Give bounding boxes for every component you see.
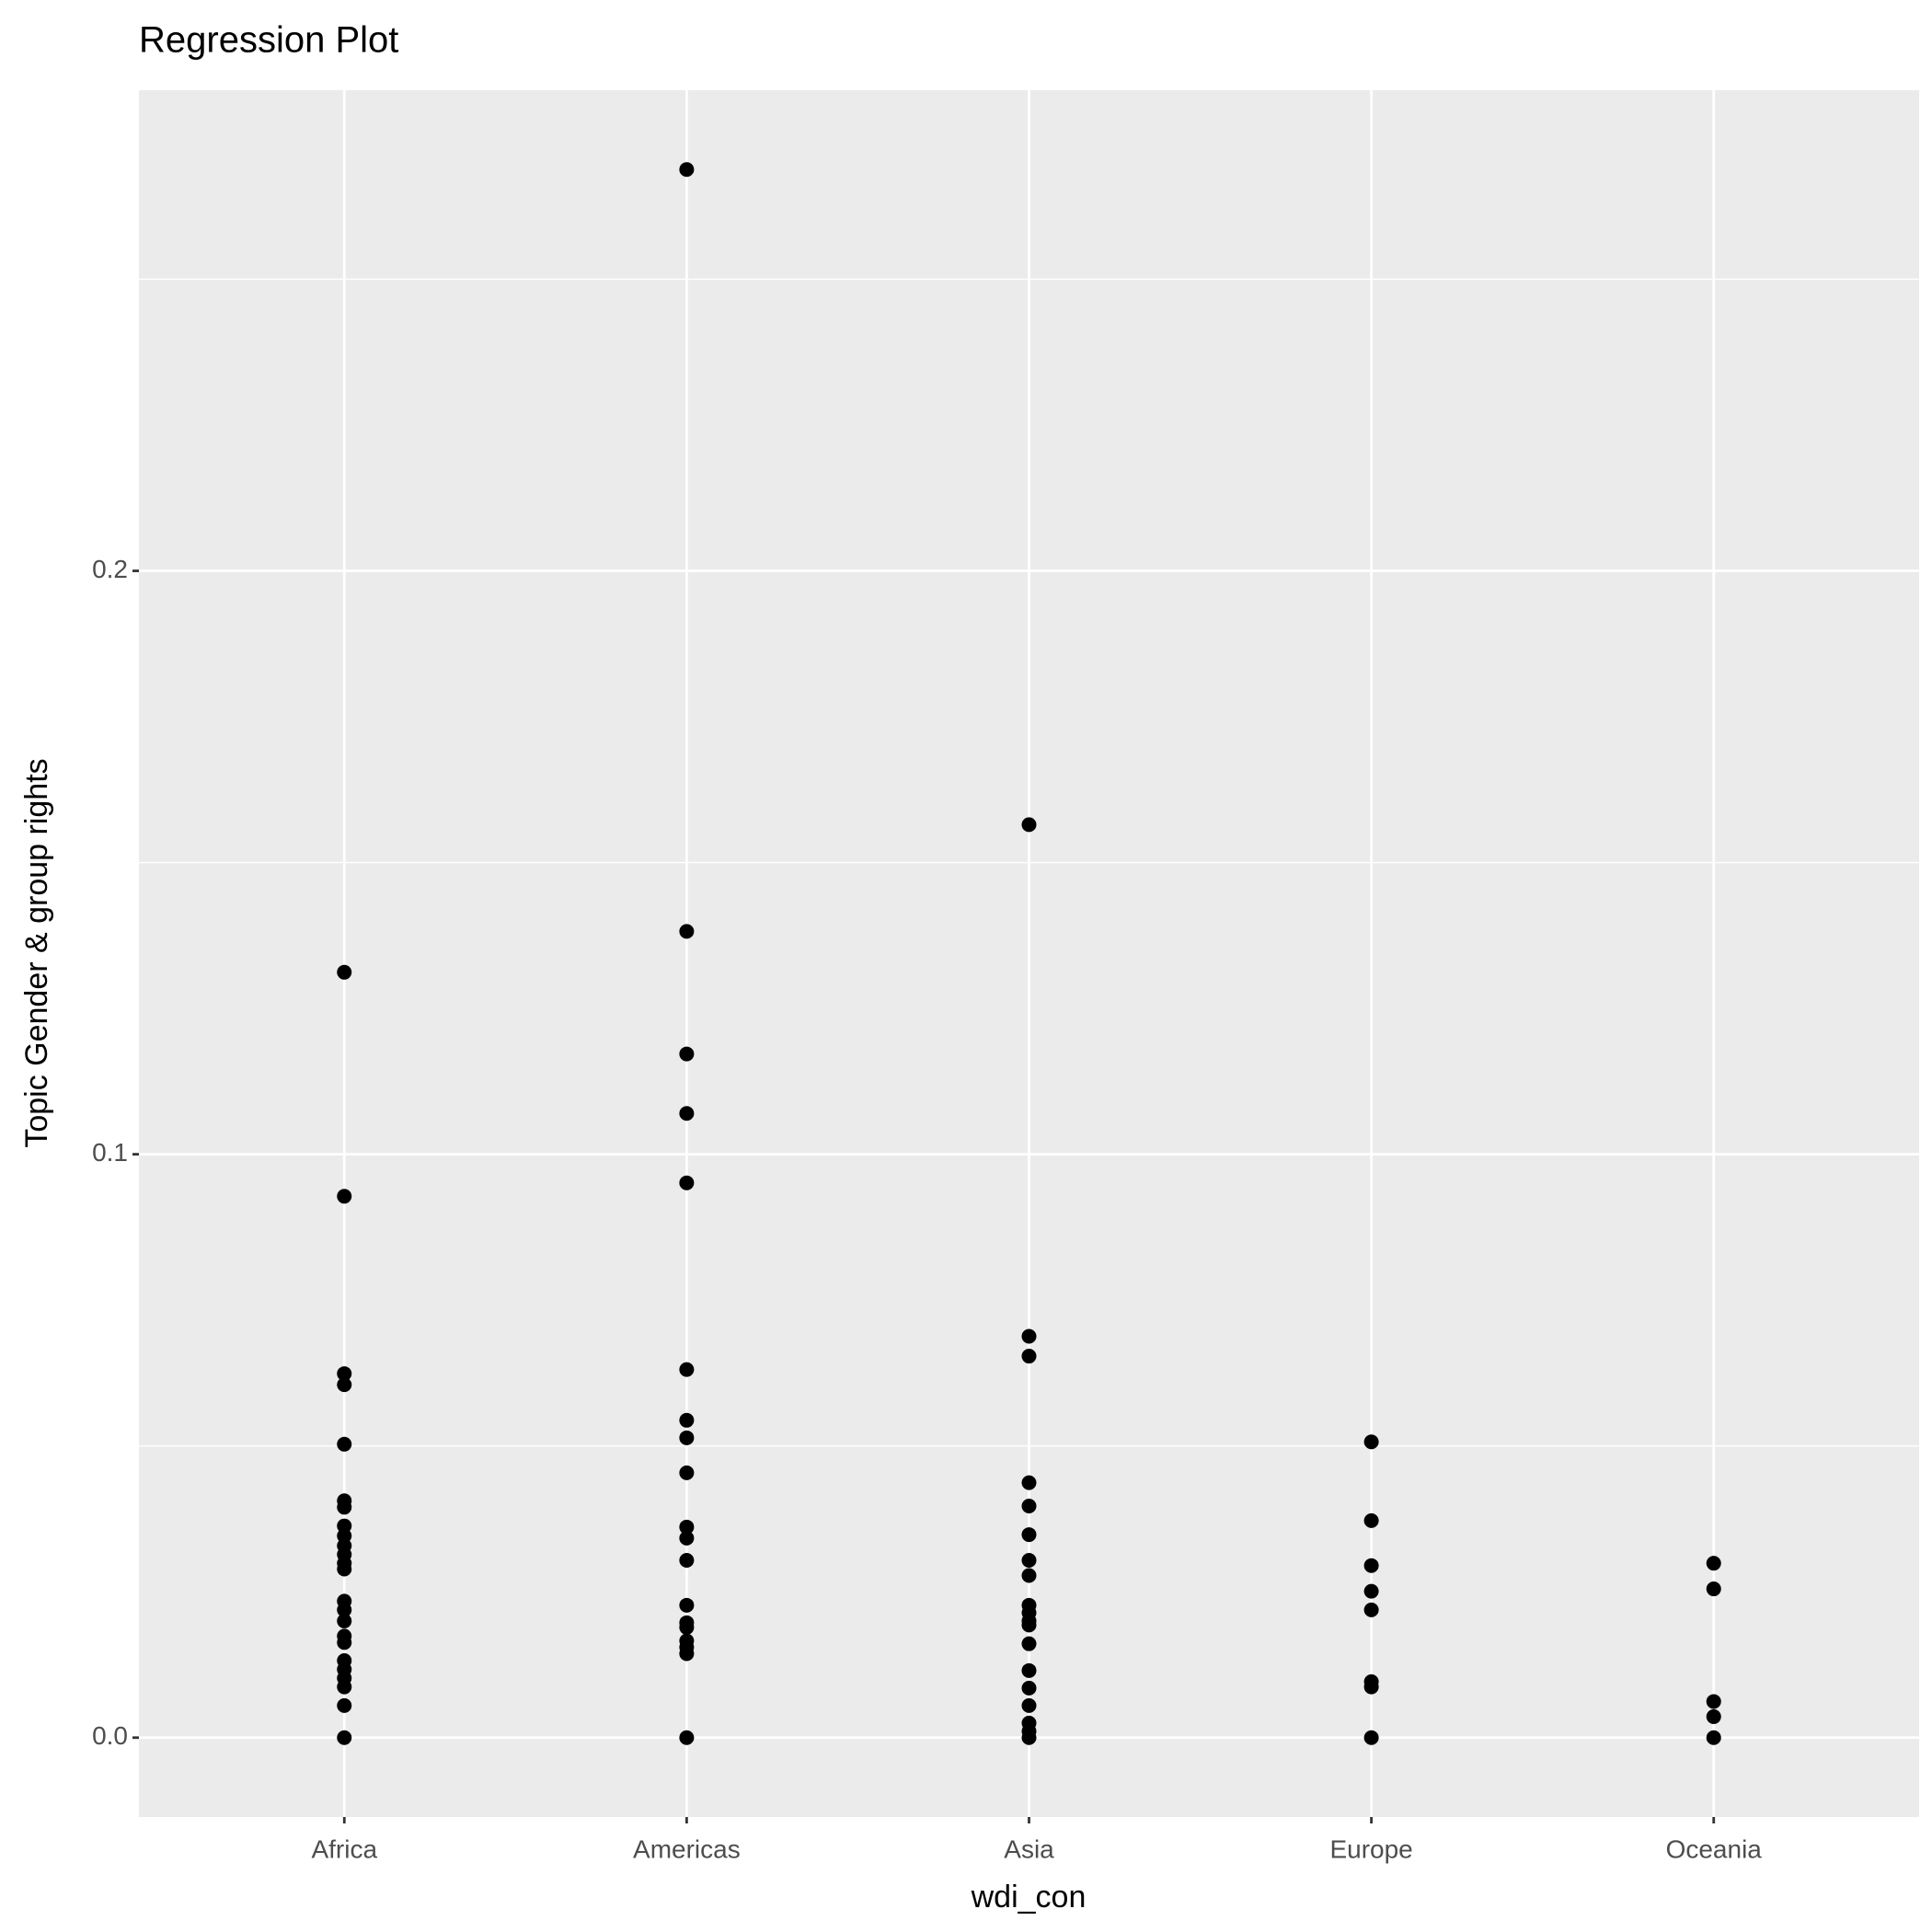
y-tick-label: 0.0: [92, 1721, 128, 1750]
chart-title: Regression Plot: [139, 20, 398, 61]
point: [1363, 1583, 1379, 1599]
point: [679, 1465, 695, 1480]
point: [1363, 1558, 1379, 1573]
y-axis-label: Topic Gender & group rights: [19, 758, 54, 1147]
point: [1021, 1662, 1037, 1678]
point: [1021, 1730, 1037, 1745]
point: [337, 1500, 352, 1515]
point: [1021, 1697, 1037, 1713]
point: [679, 162, 695, 178]
point: [679, 1530, 695, 1546]
x-tick-label: Asia: [1004, 1834, 1054, 1863]
point: [337, 964, 352, 980]
point: [337, 1613, 352, 1628]
point: [1021, 1527, 1037, 1543]
point: [679, 1597, 695, 1613]
point: [679, 924, 695, 939]
point: [1363, 1434, 1379, 1450]
point: [337, 1679, 352, 1695]
point: [337, 1730, 352, 1745]
point: [1363, 1730, 1379, 1745]
y-tick-label: 0.1: [92, 1138, 128, 1167]
point: [679, 1175, 695, 1190]
point: [337, 1697, 352, 1713]
point: [1706, 1694, 1721, 1709]
point: [337, 1602, 352, 1617]
point: [679, 1552, 695, 1568]
point: [679, 1619, 695, 1635]
point: [1021, 1349, 1037, 1364]
point: [1363, 1679, 1379, 1695]
point: [679, 1730, 695, 1745]
point: [1706, 1730, 1721, 1745]
point: [679, 1519, 695, 1535]
point: [679, 1412, 695, 1428]
x-tick-label: Europe: [1329, 1834, 1412, 1863]
x-tick-label: Africa: [311, 1834, 377, 1863]
point: [1706, 1556, 1721, 1571]
x-tick-label: Americas: [633, 1834, 741, 1863]
point: [1021, 1328, 1037, 1344]
point: [679, 1046, 695, 1062]
point: [1363, 1602, 1379, 1617]
point: [337, 1377, 352, 1393]
point: [1706, 1708, 1721, 1724]
point: [1021, 1568, 1037, 1583]
point: [337, 1436, 352, 1452]
point: [1021, 1680, 1037, 1696]
point: [1021, 1636, 1037, 1651]
x-axis-label: wdi_con: [971, 1880, 1087, 1915]
point: [679, 1430, 695, 1445]
point: [1021, 1617, 1037, 1633]
point: [1363, 1512, 1379, 1528]
point: [1706, 1581, 1721, 1597]
point: [337, 1561, 352, 1577]
point: [337, 1189, 352, 1204]
y-tick-label: 0.2: [92, 555, 128, 583]
x-tick-label: Oceania: [1666, 1834, 1763, 1863]
point: [679, 1646, 695, 1662]
point: [1021, 1552, 1037, 1568]
point: [1021, 1499, 1037, 1514]
point: [337, 1366, 352, 1382]
point: [679, 1362, 695, 1377]
point: [1021, 1475, 1037, 1490]
point: [679, 1106, 695, 1121]
point: [337, 1635, 352, 1650]
point: [1021, 817, 1037, 833]
